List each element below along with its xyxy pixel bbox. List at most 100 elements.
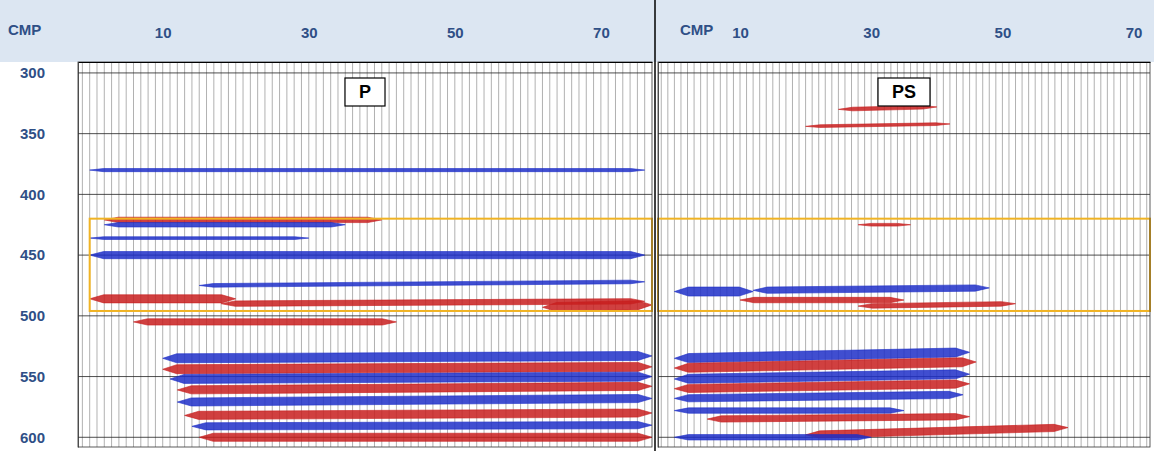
reflection-event <box>170 372 652 383</box>
x-tick: 30 <box>863 24 880 62</box>
grid <box>658 73 1150 437</box>
trace <box>969 62 970 447</box>
reflection-event <box>134 319 397 325</box>
trace <box>963 62 964 447</box>
y-tick-label: 350 <box>20 125 45 142</box>
reflection-event <box>199 433 652 441</box>
panel-divider <box>654 0 656 451</box>
trace <box>936 62 937 447</box>
reflection-event <box>753 285 989 293</box>
reflection-event <box>674 435 871 440</box>
grid-line <box>78 194 652 195</box>
header-band <box>0 0 1154 62</box>
reflection-event <box>674 391 963 401</box>
grid-line <box>78 133 652 134</box>
x-tick-label: 30 <box>301 24 318 41</box>
x-tick-label: 50 <box>447 24 464 41</box>
y-tick-label: 300 <box>20 64 45 81</box>
trace <box>976 62 977 447</box>
reflection-event <box>90 252 645 259</box>
plot-area <box>78 62 652 447</box>
reflection-event <box>674 408 904 413</box>
x-axis: 10305070 <box>79 24 653 63</box>
panel: 10305070CMPPS <box>658 21 1151 448</box>
trace <box>1133 62 1134 447</box>
x-tick-label: 70 <box>1126 24 1143 41</box>
trace <box>1015 62 1016 447</box>
x-axis: 10 30 50 70 <box>659 24 1151 63</box>
events <box>90 169 652 442</box>
reflection-event <box>806 123 950 128</box>
trace <box>956 62 957 447</box>
y-tick: 600 <box>20 429 78 446</box>
highlight-box <box>658 219 1150 311</box>
reflection-event <box>192 422 652 430</box>
trace <box>1094 62 1095 447</box>
trace <box>1061 62 1062 447</box>
reflection-event <box>199 280 644 287</box>
trace <box>1028 62 1029 447</box>
trace <box>1068 62 1069 447</box>
panel: 10305070CMP300350400450500550600P <box>8 21 653 448</box>
plot-area <box>658 62 1150 447</box>
trace <box>923 62 924 447</box>
reflection-event <box>90 237 309 240</box>
reflection-event <box>707 414 969 422</box>
trace <box>1074 62 1075 447</box>
trace <box>949 62 950 447</box>
grid-line <box>78 315 652 316</box>
reflection-event <box>90 295 236 303</box>
reflection-event <box>177 382 652 394</box>
x-axis-line <box>79 62 653 63</box>
x-axis-title: CMP <box>8 21 41 38</box>
trace <box>661 62 662 447</box>
reflection-event <box>740 297 904 302</box>
trace <box>674 62 675 447</box>
y-tick: 350 <box>20 125 78 142</box>
panel-title-box <box>878 78 930 106</box>
reflection-event <box>90 169 645 172</box>
trace <box>1127 62 1128 447</box>
trace <box>943 62 944 447</box>
grid-line <box>658 133 1150 134</box>
trace <box>1054 62 1055 447</box>
trace <box>1002 62 1003 447</box>
x-tick: 50 <box>447 24 464 62</box>
trace <box>1107 62 1108 447</box>
trace <box>1146 62 1147 447</box>
highlight-box <box>90 219 652 311</box>
figure: 10 30 50 70 CMP 300 350 400 450 500 550 600 P 10 30 50 7… <box>0 0 1154 451</box>
reflection-event <box>674 380 969 392</box>
y-tick-label: 600 <box>20 429 45 446</box>
trace <box>1081 62 1082 447</box>
trace <box>1041 62 1042 447</box>
x-tick: 50 <box>995 24 1012 62</box>
y-tick: 400 <box>20 186 78 203</box>
x-tick-label: 50 <box>995 24 1012 41</box>
grid-line <box>78 72 652 73</box>
trace <box>930 62 931 447</box>
plot-frame <box>658 62 1150 447</box>
trace <box>1120 62 1121 447</box>
panel-title: P <box>345 78 385 106</box>
y-tick: 550 <box>20 368 78 385</box>
y-tick-label: 500 <box>20 307 45 324</box>
reflection-event <box>104 222 345 227</box>
reflection-event <box>858 223 910 226</box>
reflection-event <box>185 409 652 419</box>
panel-title: PS <box>878 78 930 106</box>
trace <box>667 62 668 447</box>
y-tick: 450 <box>20 246 78 263</box>
events <box>674 105 1068 440</box>
grid-line <box>658 315 1150 316</box>
x-tick-label: 70 <box>593 24 610 41</box>
reflection-event <box>542 301 652 312</box>
y-tick-label: 400 <box>20 186 45 203</box>
y-axis: 300 350 400 450 500 550 600 <box>20 63 79 448</box>
x-tick: 10 <box>732 24 749 62</box>
trace <box>644 62 645 447</box>
trace <box>1048 62 1049 447</box>
panel-title-text: P <box>359 82 371 102</box>
trace <box>1087 62 1088 447</box>
reflection-event <box>163 362 652 373</box>
